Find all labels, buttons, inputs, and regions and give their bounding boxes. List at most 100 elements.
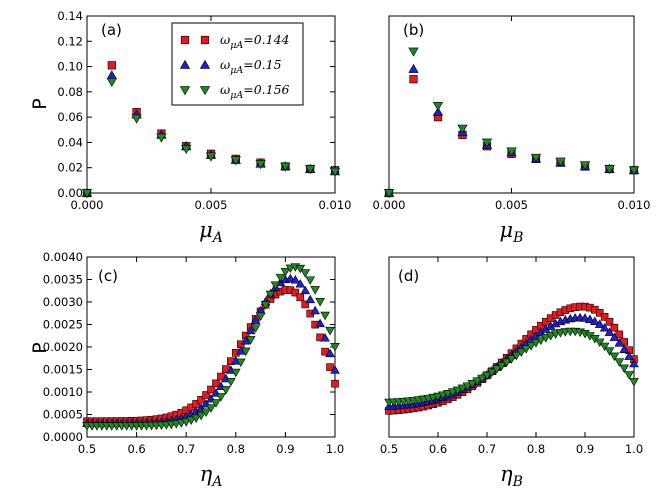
data-point	[609, 332, 620, 341]
data-point	[614, 358, 625, 367]
y-tick-label: 0.0020	[43, 340, 83, 354]
data-point	[619, 344, 630, 353]
data-point	[181, 418, 192, 427]
data-point	[280, 268, 291, 277]
y-tick-label: 0.0025	[43, 318, 83, 332]
data-point	[496, 362, 507, 371]
data-point	[604, 165, 615, 175]
data-point	[240, 347, 251, 357]
x-axis-label: ηA	[200, 462, 223, 490]
data-point	[201, 408, 211, 417]
y-tick-label: 0.06	[57, 110, 83, 124]
legend-label: ωμA=0.15	[220, 57, 282, 76]
data-point	[629, 358, 639, 368]
data-points	[81, 61, 341, 199]
data-point	[408, 63, 419, 73]
data-point	[275, 273, 286, 283]
data-point	[255, 160, 266, 170]
data-point	[595, 308, 604, 317]
data-point	[629, 378, 639, 387]
legend-label: ωμA=0.156	[220, 82, 290, 101]
data-point	[487, 368, 497, 378]
data-point	[186, 416, 196, 425]
data-point	[290, 275, 301, 284]
y-axis-label: P	[29, 342, 51, 353]
data-point	[310, 305, 320, 315]
data-point	[526, 342, 536, 351]
data-point	[156, 133, 167, 143]
x-tick-label: 0.9	[576, 442, 594, 456]
data-point	[326, 363, 334, 371]
data-point	[540, 334, 551, 343]
data-point	[250, 324, 261, 333]
data-point	[432, 106, 444, 116]
data-point	[521, 345, 532, 354]
data-point	[628, 166, 640, 176]
data-point	[604, 347, 615, 356]
data-point	[329, 167, 341, 177]
data-point	[107, 61, 116, 70]
data-point	[331, 379, 339, 388]
data-point	[516, 348, 527, 357]
legend-marker	[200, 35, 210, 45]
data-point	[481, 138, 493, 148]
data-point	[600, 313, 609, 321]
axes-frame	[388, 256, 635, 438]
y-tick-label: 0.0040	[43, 250, 83, 264]
data-points	[383, 47, 640, 199]
data-points	[82, 263, 340, 431]
panel-d: 0.5 0.6 0.7 0.8 0.9 1.0 (d) ηB	[380, 256, 643, 490]
data-point	[106, 77, 117, 87]
x-axis-label: μA	[199, 218, 223, 246]
data-point	[226, 377, 236, 387]
data-point	[536, 336, 546, 345]
legend-marker	[179, 59, 191, 69]
data-point	[291, 288, 300, 297]
data-point	[245, 336, 256, 345]
y-tick-label: 0.12	[57, 34, 83, 48]
data-point	[301, 300, 310, 309]
x-tick-label: 0.000	[373, 198, 406, 212]
x-tick-label: 0.8	[227, 442, 245, 456]
data-point	[295, 279, 306, 288]
data-point	[320, 333, 330, 342]
data-point	[491, 365, 502, 374]
data-point	[202, 391, 210, 399]
data-point	[310, 286, 320, 295]
x-tick-label: 0.9	[276, 442, 294, 456]
data-point	[205, 152, 217, 162]
x-tick-label: 0.6	[429, 442, 447, 456]
x-tick-label: 0.010	[319, 198, 352, 212]
data-point	[442, 390, 453, 399]
data-point	[482, 371, 492, 381]
data-point	[280, 162, 291, 172]
data-point	[181, 145, 192, 154]
data-point	[594, 338, 605, 347]
data-point	[605, 318, 614, 326]
x-tick-label: 0.010	[618, 198, 651, 212]
panel-label: (a)	[101, 21, 122, 39]
data-point	[531, 339, 541, 348]
data-point	[216, 393, 226, 402]
data-point	[230, 368, 241, 378]
y-axis-label: P	[29, 98, 51, 109]
data-point	[477, 374, 487, 384]
data-point	[106, 70, 117, 80]
data-point	[211, 399, 221, 408]
data-point	[506, 355, 517, 364]
data-point	[81, 189, 93, 199]
data-point	[285, 273, 296, 283]
data-point	[235, 358, 246, 368]
legend-label: ωμA=0.144	[220, 32, 290, 51]
y-tick-label: 0.02	[57, 161, 83, 175]
data-point	[599, 323, 610, 332]
data-point	[131, 114, 142, 124]
data-point	[615, 330, 624, 339]
x-axis-label: μB	[500, 218, 524, 246]
data-points	[384, 302, 639, 415]
panel-a: 0.000 0.005 0.010 0.00 0.02 0.04 0.06 0.08 0.10 0…	[29, 9, 351, 246]
data-point	[457, 124, 468, 134]
x-tick-label: 0.7	[177, 442, 195, 456]
data-point	[624, 371, 634, 380]
